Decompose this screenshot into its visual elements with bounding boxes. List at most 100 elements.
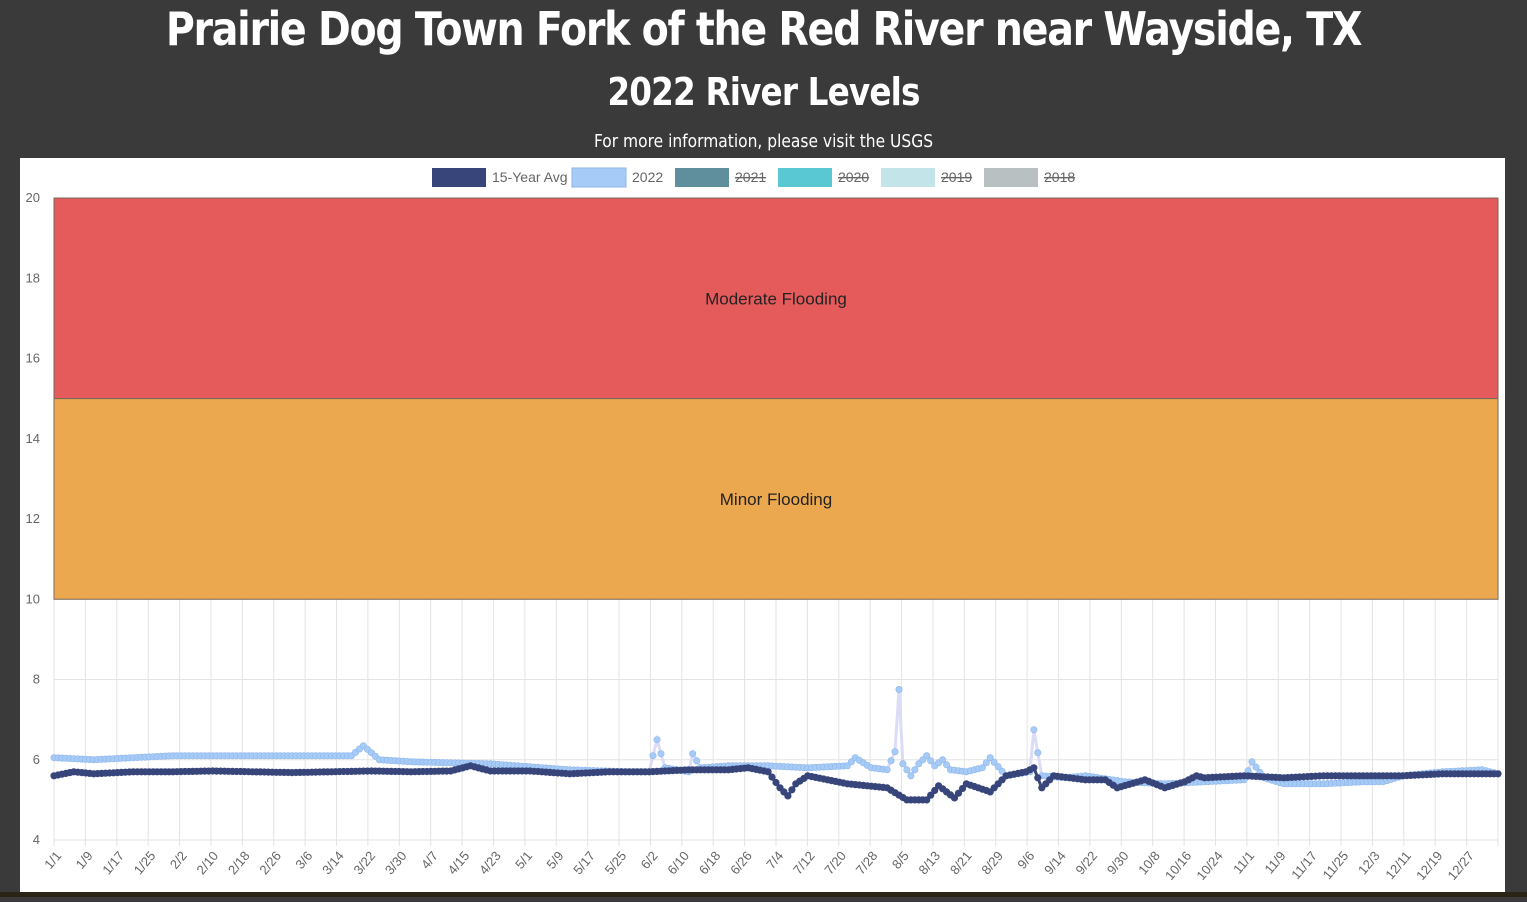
chart-container: Moderate Flooding Minor Flooding 4 6 8 10 12 1… <box>20 158 1505 897</box>
data-point-2022 <box>982 759 990 767</box>
x-tick-label: 8/5 <box>889 848 912 871</box>
data-point-2022 <box>923 752 931 760</box>
data-point-2022 <box>693 757 701 765</box>
x-tick-label: 12/11 <box>1382 848 1414 882</box>
data-point-avg <box>768 773 776 781</box>
flood-bands: Moderate Flooding Minor Flooding <box>53 197 1499 600</box>
x-tick-label: 1/1 <box>41 848 64 871</box>
x-tick-label: 2/2 <box>167 848 190 871</box>
data-point-2022 <box>899 760 907 768</box>
x-tick-label: 2/10 <box>193 848 221 877</box>
usgs-link[interactable]: USGS <box>890 131 934 152</box>
x-tick-label: 9/14 <box>1041 848 1069 877</box>
x-tick-label: 3/30 <box>382 848 410 877</box>
legend-item[interactable]: 2018 <box>984 168 1075 187</box>
data-point-2022 <box>978 764 986 772</box>
info-line: For more information, please visit the U… <box>107 131 1420 152</box>
data-point-avg <box>923 796 931 804</box>
legend-label: 2019 <box>941 169 972 185</box>
x-tick-label: 10/24 <box>1193 848 1225 883</box>
x-tick-label: 12/3 <box>1355 848 1383 877</box>
x-tick-label: 3/6 <box>292 848 315 871</box>
x-tick-label: 3/22 <box>350 848 378 877</box>
legend-label: 2020 <box>838 169 869 185</box>
data-point-avg <box>764 768 772 776</box>
series-avg <box>50 762 1502 804</box>
data-point-avg <box>1034 774 1042 782</box>
data-point-2022 <box>1034 749 1042 757</box>
data-point-2022 <box>943 761 951 769</box>
data-point-avg <box>1030 764 1038 772</box>
x-tick-label: 11/1 <box>1230 848 1257 876</box>
x-tick-label: 7/4 <box>763 848 786 871</box>
data-point-avg <box>954 789 963 797</box>
data-point-2022 <box>689 750 697 758</box>
data-point-2022 <box>653 736 661 744</box>
legend-swatch <box>571 167 627 188</box>
x-tick-label: 11/9 <box>1261 848 1288 876</box>
data-point-2022 <box>649 752 657 760</box>
x-tick-label: 12/27 <box>1444 848 1476 883</box>
flood-band-1 <box>53 398 1499 600</box>
x-tick-label: 8/29 <box>978 848 1006 877</box>
x-tick-label: 3/14 <box>319 848 347 877</box>
data-point-avg <box>1494 770 1502 778</box>
legend-item[interactable]: 15-Year Avg <box>432 168 568 187</box>
y-tick-label: 10 <box>26 591 40 606</box>
x-tick-label: 9/22 <box>1072 848 1100 877</box>
legend-item[interactable]: 2019 <box>881 168 972 187</box>
page-title: Prairie Dog Town Fork of the Red River n… <box>165 2 1363 56</box>
x-tick-label: 12/19 <box>1413 848 1445 883</box>
legend-item[interactable]: 2021 <box>675 168 766 187</box>
page-subtitle: 2022 River Levels <box>607 70 920 114</box>
data-point-2022 <box>903 766 911 774</box>
x-tick-label: 10/16 <box>1162 848 1194 883</box>
data-point-avg <box>772 778 780 787</box>
x-tick-label: 6/26 <box>727 848 755 877</box>
legend-swatch <box>432 168 486 187</box>
x-tick-label: 1/9 <box>73 848 96 871</box>
y-tick-label: 8 <box>33 672 40 687</box>
x-tick-label: 1/25 <box>131 848 159 877</box>
y-axis: 4 6 8 10 12 14 16 18 20 <box>26 190 40 847</box>
x-tick-label: 6/10 <box>664 848 692 877</box>
y-tick-label: 20 <box>26 190 40 205</box>
data-point-2022 <box>887 757 895 765</box>
legend-item[interactable]: 2020 <box>778 168 869 187</box>
x-tick-label: 11/17 <box>1288 848 1320 882</box>
river-level-chart: Moderate Flooding Minor Flooding 4 6 8 10 12 1… <box>26 167 1502 883</box>
data-point-2022 <box>895 685 903 693</box>
data-point-2022 <box>939 756 947 764</box>
x-tick-label: 6/2 <box>638 848 661 871</box>
bottom-strip <box>0 892 1527 897</box>
legend-swatch <box>675 168 729 187</box>
x-tick-label: 5/1 <box>512 848 535 871</box>
x-tick-label: 2/26 <box>256 848 284 877</box>
x-tick-label: 6/18 <box>696 848 724 877</box>
info-text: For more information, please visit the <box>593 131 891 152</box>
y-tick-label: 18 <box>26 270 40 285</box>
data-point-avg <box>927 791 935 799</box>
x-tick-label: 4/7 <box>418 848 441 871</box>
x-tick-label: 4/23 <box>476 848 504 877</box>
x-tick-label: 5/9 <box>543 848 566 871</box>
x-tick-label: 7/20 <box>821 848 849 877</box>
x-tick-label: 5/17 <box>570 848 598 877</box>
y-tick-label: 4 <box>33 832 40 847</box>
legend-label: 2018 <box>1044 169 1075 185</box>
x-tick-label: 2/18 <box>225 848 253 877</box>
legend-label: 2021 <box>735 169 766 185</box>
legend-swatch <box>881 168 935 187</box>
x-tick-label: 7/28 <box>853 848 881 877</box>
legend-item[interactable]: 2022 <box>571 167 663 188</box>
data-point-2022 <box>891 748 899 756</box>
x-tick-label: 9/6 <box>1014 848 1037 871</box>
y-tick-label: 16 <box>26 351 40 366</box>
data-point-2022 <box>1030 726 1038 734</box>
x-tick-label: 7/12 <box>790 848 818 877</box>
x-tick-label: 8/21 <box>947 848 975 877</box>
x-tick-label: 11/25 <box>1320 848 1352 882</box>
data-point-2022 <box>998 767 1006 775</box>
series-layer <box>50 685 1502 804</box>
x-tick-label: 9/30 <box>1104 848 1132 877</box>
